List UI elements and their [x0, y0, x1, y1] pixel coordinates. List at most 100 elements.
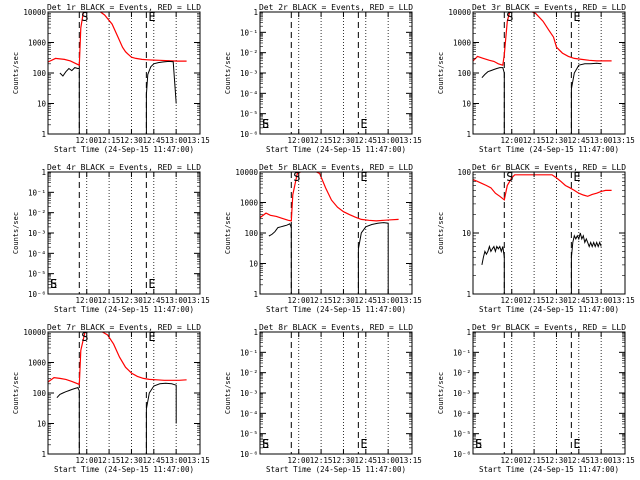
y-tick-label: 10⁻⁴ — [28, 249, 46, 258]
marker-label: S — [293, 170, 300, 184]
x-tick-label: 13:15 — [399, 456, 422, 465]
marker-label: E — [475, 437, 482, 451]
x-axis-label: Start Time (24-Sep-15 11:47:00) — [266, 305, 406, 314]
y-tick-label: 10⁻⁶ — [28, 290, 46, 299]
y-tick-label: 10 — [462, 100, 472, 109]
y-tick-label: 10⁻² — [240, 49, 258, 58]
marker-label: E — [573, 170, 580, 184]
panel-title: Det 9r BLACK = Events, RED = LLD — [472, 323, 626, 332]
y-tick-label: 100 — [457, 69, 471, 78]
plot-frame — [259, 331, 413, 455]
y-tick-label: 1000 — [28, 359, 47, 368]
y-tick-label: 10⁻⁵ — [453, 430, 471, 439]
x-tick-label: 12:30 — [332, 456, 355, 465]
x-tick-label: 12:45 — [355, 136, 378, 145]
y-axis-label: Counts/sec — [437, 52, 445, 94]
y-tick-label: 1000 — [240, 199, 259, 208]
y-tick-label: 10 — [37, 100, 47, 109]
y-axis-label: Counts/sec — [437, 212, 445, 254]
x-tick-label: 12:30 — [332, 136, 355, 145]
plot-frame — [259, 171, 413, 295]
events-series — [145, 60, 177, 134]
marker-label: S — [81, 10, 88, 24]
x-tick-label: 13:00 — [165, 456, 188, 465]
y-axis-label: Counts/sec — [12, 372, 20, 414]
x-tick-label: 12:30 — [545, 136, 568, 145]
y-tick-label: 10000 — [448, 8, 471, 17]
y-tick-label: 100 — [32, 389, 46, 398]
x-tick-label: 12:30 — [120, 136, 143, 145]
x-tick-label: 12:30 — [120, 456, 143, 465]
x-tick-label: 12:30 — [545, 296, 568, 305]
y-tick-label: 10 — [462, 229, 472, 238]
panel-title: Det 1r BLACK = Events, RED = LLD — [47, 3, 201, 12]
x-tick-label: 12:30 — [545, 456, 568, 465]
x-axis-label: Start Time (24-Sep-15 11:47:00) — [54, 145, 194, 154]
marker-label: E — [360, 170, 367, 184]
panel-title: Det 4r BLACK = Events, RED = LLD — [47, 163, 201, 172]
marker-label: E — [262, 437, 269, 451]
x-tick-label: 12:45 — [355, 456, 378, 465]
y-tick-label: 10⁻¹ — [240, 348, 258, 357]
marker-label: E — [360, 437, 367, 451]
marker-label: S — [506, 170, 513, 184]
marker-label: E — [50, 277, 57, 291]
x-tick-label: 13:15 — [612, 136, 635, 145]
x-tick-label: 12:15 — [310, 456, 333, 465]
x-axis-label: Start Time (24-Sep-15 11:47:00) — [54, 305, 194, 314]
x-tick-label: 12:15 — [310, 136, 333, 145]
y-tick-label: 10⁻⁶ — [453, 450, 471, 459]
y-tick-label: 1 — [466, 290, 471, 299]
y-tick-label: 1000 — [453, 39, 472, 48]
x-axis-label: Start Time (24-Sep-15 11:47:00) — [54, 465, 194, 474]
x-tick-label: 12:15 — [98, 456, 121, 465]
y-tick-label: 10⁻⁵ — [240, 110, 258, 119]
marker-label: E — [148, 10, 155, 24]
y-tick-label: 10⁻⁴ — [453, 409, 471, 418]
x-tick-label: 12:15 — [98, 136, 121, 145]
x-tick-label: 13:15 — [612, 296, 635, 305]
y-tick-label: 10000 — [23, 8, 46, 17]
x-tick-label: 12:45 — [355, 296, 378, 305]
x-axis-label: Start Time (24-Sep-15 11:47:00) — [266, 465, 406, 474]
x-tick-label: 13:00 — [590, 136, 613, 145]
x-tick-label: 12:00 — [500, 296, 523, 305]
plot-frame — [47, 11, 201, 135]
x-axis-label: Start Time (24-Sep-15 11:47:00) — [479, 145, 619, 154]
y-axis-label: Counts/sec — [224, 52, 232, 94]
plot-frame — [259, 11, 413, 135]
x-tick-label: 12:45 — [568, 136, 591, 145]
y-tick-label: 10⁻⁴ — [240, 409, 258, 418]
plot-frame — [47, 331, 201, 455]
y-axis-label: Counts/sec — [224, 372, 232, 414]
y-axis-label: Counts/sec — [12, 212, 20, 254]
events-series — [357, 222, 389, 294]
y-tick-label: 10 — [249, 260, 259, 269]
y-tick-label: 1 — [41, 168, 46, 177]
y-tick-label: 1 — [253, 328, 258, 337]
x-tick-label: 12:00 — [287, 136, 310, 145]
panel-title: Det 5r BLACK = Events, RED = LLD — [259, 163, 413, 172]
lld-series — [48, 12, 187, 67]
y-tick-label: 10⁻¹ — [240, 28, 258, 37]
y-tick-label: 10⁻³ — [240, 69, 258, 78]
marker-label: E — [573, 10, 580, 24]
x-tick-label: 12:45 — [568, 456, 591, 465]
marker-label: S — [475, 437, 482, 451]
y-tick-label: 10⁻⁴ — [240, 89, 258, 98]
x-tick-label: 12:15 — [310, 296, 333, 305]
x-tick-label: 12:45 — [143, 456, 166, 465]
events-series — [570, 232, 602, 294]
marker-label: S — [262, 117, 269, 131]
y-tick-label: 10 — [37, 420, 47, 429]
x-tick-label: 12:00 — [75, 456, 98, 465]
lld-series — [473, 12, 612, 66]
x-tick-label: 12:15 — [523, 136, 546, 145]
